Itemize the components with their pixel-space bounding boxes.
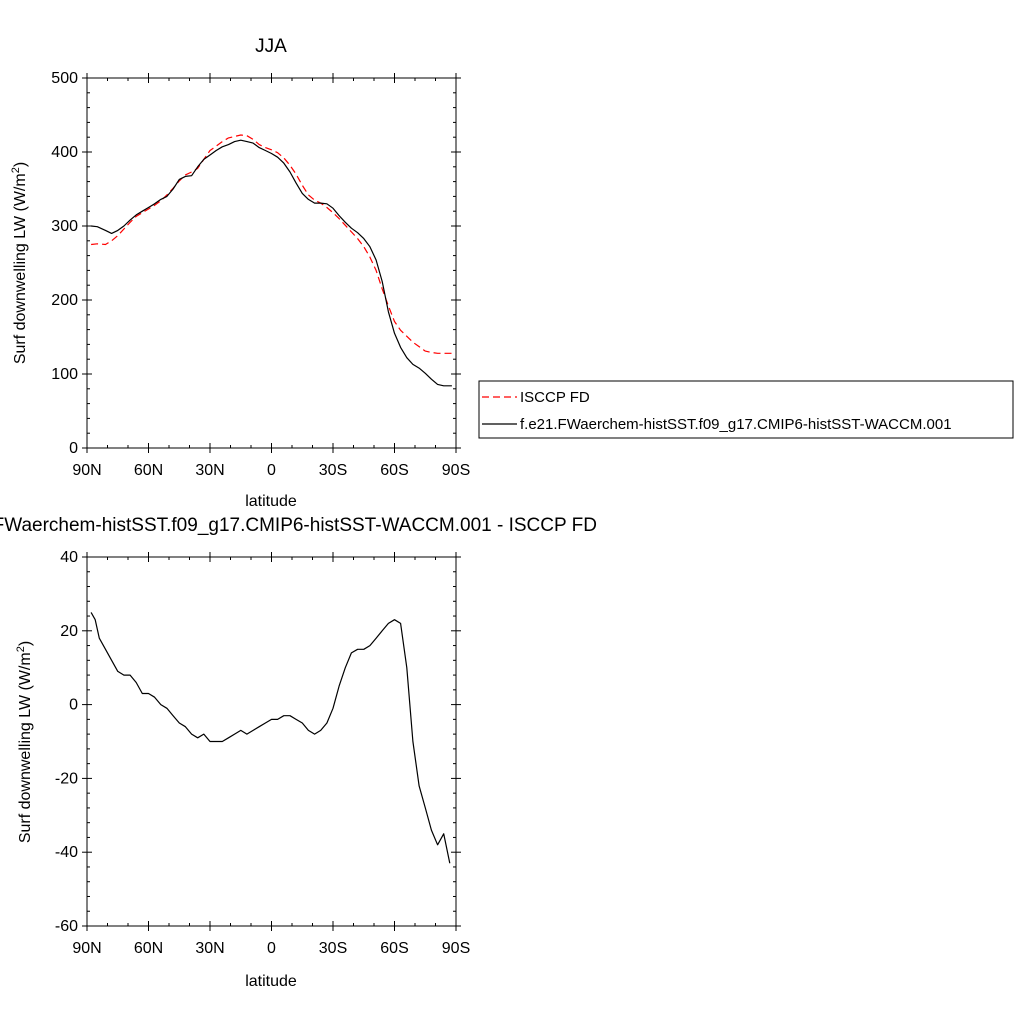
top-x-tick-label: 60S bbox=[380, 462, 408, 479]
top-chart-title: JJA bbox=[255, 36, 287, 57]
bottom-y-axis-label-text: Surf downwelling LW (W/m bbox=[17, 652, 34, 843]
top-y-axis-label-text: Surf downwelling LW (W/m bbox=[12, 173, 29, 364]
top-axis-ticks: 0 100 200 300 400 500 90N 60N 30N 0 30S 60S 90S bbox=[51, 70, 470, 479]
bottom-series-group bbox=[90, 612, 451, 864]
top-y-tick-label: 100 bbox=[51, 366, 78, 383]
legend-label-1: f.e21.FWaerchem-histSST.f09_g17.CMIP6-hi… bbox=[520, 416, 952, 433]
legend: ISCCP FD f.e21.FWaerchem-histSST.f09_g17.… bbox=[482, 389, 952, 433]
bottom-x-tick-label: 30S bbox=[319, 940, 347, 957]
bottom-series-line-model bbox=[90, 612, 451, 864]
top-y-tick-label: 500 bbox=[51, 70, 78, 87]
bottom-y-tick-label: -40 bbox=[55, 844, 78, 861]
top-x-tick-label: 90S bbox=[442, 462, 470, 479]
bottom-x-tick-label: 30N bbox=[195, 940, 224, 957]
bottom-axis-ticks: -60 -40 -20 0 20 40 90N 60N 30N 0 30S 60S 90S bbox=[55, 549, 470, 957]
top-series-line-model bbox=[91, 139, 452, 387]
bottom-y-axis-label-close: ) bbox=[17, 641, 34, 646]
bottom-x-tick-label: 90N bbox=[72, 940, 101, 957]
bottom-x-axis-label: latitude bbox=[245, 973, 297, 990]
top-x-tick-label: 30S bbox=[319, 462, 347, 479]
bottom-y-tick-label: 0 bbox=[69, 697, 78, 714]
top-x-tick-label: 60N bbox=[134, 462, 163, 479]
top-y-axis-label: Surf downwelling LW (W/m2) bbox=[10, 162, 29, 364]
bottom-x-tick-label: 90S bbox=[442, 940, 470, 957]
bottom-plot-frame bbox=[86, 556, 457, 927]
top-y-tick-label: 0 bbox=[69, 440, 78, 457]
top-y-axis-label-close: ) bbox=[12, 162, 29, 167]
top-y-tick-label: 400 bbox=[51, 144, 78, 161]
top-series-line-isccp-fd bbox=[91, 134, 452, 354]
legend-box bbox=[478, 380, 1014, 439]
top-y-tick-label: 300 bbox=[51, 218, 78, 235]
top-x-tick-label: 90N bbox=[72, 462, 101, 479]
bottom-y-tick-label: 20 bbox=[60, 623, 78, 640]
top-series-group bbox=[91, 134, 452, 387]
bottom-y-axis-label-superscript: 2 bbox=[15, 646, 27, 652]
top-x-axis-label: latitude bbox=[245, 493, 297, 510]
bottom-x-tick-label: 60S bbox=[380, 940, 408, 957]
top-plot-frame bbox=[86, 77, 457, 449]
top-x-tick-label: 0 bbox=[267, 462, 276, 479]
top-y-axis-label-superscript: 2 bbox=[10, 167, 22, 173]
bottom-chart-title: f.e21.FWaerchem-histSST.f09_g17.CMIP6-hi… bbox=[0, 515, 597, 536]
bottom-y-tick-label: -20 bbox=[55, 770, 78, 787]
legend-label-0: ISCCP FD bbox=[520, 389, 590, 406]
top-x-tick-label: 30N bbox=[195, 462, 224, 479]
bottom-y-axis-label: Surf downwelling LW (W/m2) bbox=[15, 641, 34, 843]
bottom-y-tick-label: -60 bbox=[55, 918, 78, 935]
bottom-y-tick-label: 40 bbox=[60, 549, 78, 566]
bottom-x-tick-label: 60N bbox=[134, 940, 163, 957]
bottom-x-tick-label: 0 bbox=[267, 940, 276, 957]
top-y-tick-label: 200 bbox=[51, 292, 78, 309]
